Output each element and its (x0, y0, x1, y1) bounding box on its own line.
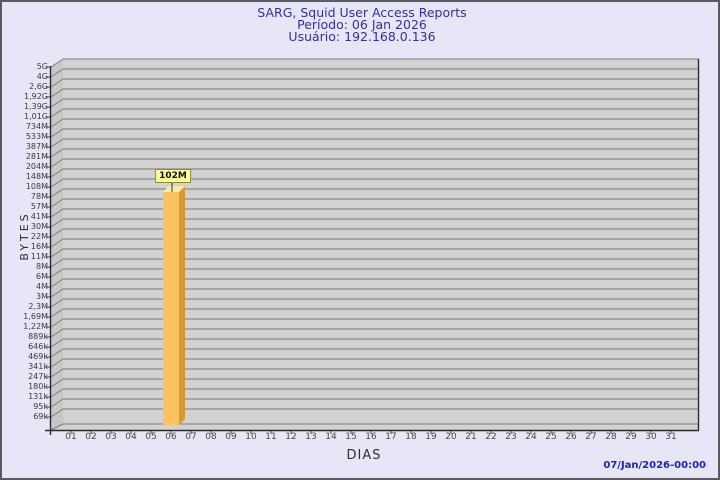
y-tick-label: 4G (36, 72, 48, 81)
axis-lines (45, 59, 700, 435)
bar-value-label: 102M (155, 169, 191, 183)
y-tick-label: 41M (30, 212, 48, 221)
chart-subtitle-user: Usuário: 192.168.0.136 (288, 29, 436, 44)
y-tick-label: 1,92G (23, 92, 48, 101)
x-tick-label: 20 (445, 432, 457, 442)
data-bar (163, 183, 185, 425)
x-tick-label: 21 (465, 432, 477, 442)
y-tick-label: 734M (25, 122, 48, 131)
y-tick-label: 387M (25, 142, 48, 151)
y-tick-label: 341k (28, 362, 48, 371)
y-tick-label: 78M (30, 192, 48, 201)
y-tick-label: 6M (36, 272, 48, 281)
y-tick-label: 11M (30, 252, 48, 261)
y-tick-label: 180k (28, 382, 48, 391)
y-tick-label: 2,6G (29, 82, 48, 91)
y-tick-label: 646k (28, 342, 48, 351)
plot-floor-3d (51, 424, 699, 430)
x-axis-title: DIAS (346, 448, 382, 463)
gridlines (63, 58, 699, 425)
y-tick-label: 4M (36, 282, 48, 291)
x-tick-label: 27 (585, 432, 597, 442)
x-tick-label: 12 (285, 432, 297, 442)
x-tick-label: 07 (185, 432, 197, 442)
x-tick-label: 17 (385, 432, 397, 442)
x-tick-label: 06 (165, 432, 177, 442)
x-tick-label: 09 (225, 432, 237, 442)
x-tick-label: 10 (245, 432, 257, 442)
y-tick-label: 131k (28, 392, 48, 401)
y-tick-label: 1,22M (23, 322, 48, 331)
y-tick-label: 16M (30, 242, 48, 251)
x-tick-label: 25 (545, 432, 557, 442)
y-tick-label: 69k (33, 412, 48, 421)
chart-title: SARG, Squid User Access Reports (257, 5, 467, 20)
bar-top-face (163, 186, 185, 192)
x-tick-label: 18 (405, 432, 417, 442)
y-tick-label: 108M (25, 182, 48, 191)
y-tick-label: 533M (25, 132, 48, 141)
wall-depth-lines (50, 58, 64, 431)
x-axis-tick-labels: 01 02 03 04 05 06 07 08 09 10 11 12 13 14 15 16 17 18 19 20… (2, 432, 718, 444)
y-tick-label: 2,3M (28, 302, 48, 311)
x-tick-label: 08 (205, 432, 217, 442)
x-tick-label: 16 (365, 432, 377, 442)
x-tick-label: 01 (65, 432, 77, 442)
y-tick-label: 204M (25, 162, 48, 171)
y-tick-label: 148M (25, 172, 48, 181)
y-tick-label: 469k (28, 352, 48, 361)
x-tick-label: 14 (325, 432, 337, 442)
x-tick-label: 19 (425, 432, 437, 442)
y-tick-label: 1,39G (23, 102, 48, 111)
bar-side-face (179, 186, 185, 425)
y-tick-label: 57M (30, 202, 48, 211)
x-tick-label: 11 (265, 432, 277, 442)
y-tick-label: 1,01G (23, 112, 48, 121)
x-tick-label: 31 (665, 432, 677, 442)
y-tick-label: 247k (28, 372, 48, 381)
x-tick-label: 04 (125, 432, 137, 442)
y-tick-label: 95k (33, 402, 48, 411)
y-tick-label: 281M (25, 152, 48, 161)
x-tick-label: 22 (485, 432, 497, 442)
y-tick-label: 3M (36, 292, 48, 301)
x-tick-label: 28 (605, 432, 617, 442)
x-tick-label: 29 (625, 432, 637, 442)
x-tick-label: 13 (305, 432, 317, 442)
y-tick-label: 1,69M (23, 312, 48, 321)
x-tick-label: 05 (145, 432, 157, 442)
plot-left-wall-3d (51, 59, 63, 430)
x-axis-ticks (70, 430, 672, 434)
x-tick-label: 26 (565, 432, 577, 442)
x-tick-label: 30 (645, 432, 657, 442)
x-tick-label: 24 (525, 432, 537, 442)
chart-subtitle-period: Período: 06 Jan 2026 (297, 17, 427, 32)
y-tick-label: 30M (30, 222, 48, 231)
x-tick-label: 03 (105, 432, 117, 442)
y-axis-ticks (46, 66, 51, 418)
y-tick-label: 889k (28, 332, 48, 341)
chart-header: SARG, Squid User Access Reports Período:… (2, 5, 718, 44)
y-tick-label: 5G (36, 62, 48, 71)
y-tick-label: 22M (30, 232, 48, 241)
x-tick-label: 02 (85, 432, 97, 442)
x-tick-label: 15 (345, 432, 357, 442)
report-timestamp: 07/Jan/2026-00:00 (603, 460, 706, 471)
x-tick-label: 23 (505, 432, 517, 442)
y-tick-label: 8M (36, 262, 48, 271)
bar-front-face (163, 192, 179, 425)
y-axis-tick-labels: 5G 4G 2,6G 1,92G 1,39G 1,01G 734M 533M 387M 281M 2… (2, 62, 48, 422)
